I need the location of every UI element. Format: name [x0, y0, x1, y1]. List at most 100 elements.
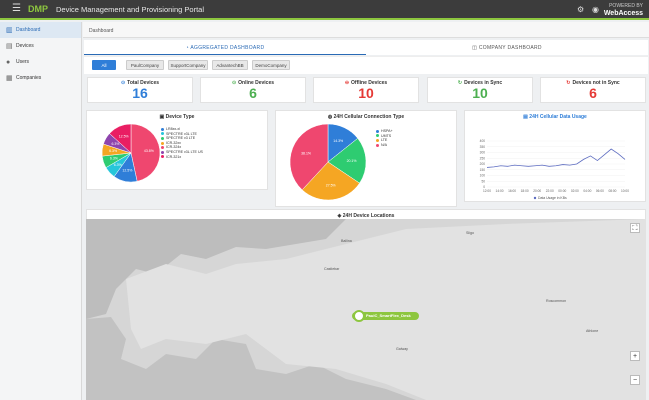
powered-by-brand: WebAccess: [603, 10, 643, 17]
legend-dot: [376, 134, 379, 138]
map-place-label: Roscommon: [546, 299, 567, 303]
sea-south: [86, 317, 416, 400]
legend-item[interactable]: SPECTRE v3 LTE: [161, 136, 203, 141]
y-tick-label: 350: [480, 145, 486, 149]
database-icon: ▤: [523, 114, 530, 120]
pie-slice-label: 6.3%: [110, 157, 118, 161]
fullscreen-button[interactable]: ⛶: [630, 223, 640, 233]
stat-offline-devices: ⊖ Offline Devices 10: [313, 77, 419, 103]
pie-slice-label: 14.3%: [333, 139, 343, 143]
map-place-label: Ballina: [341, 239, 352, 243]
sidebar: ▥ Dashboard ▤ Devices ● Users ▦ Companies: [0, 22, 82, 400]
legend-label: N/A: [381, 142, 387, 147]
printer-icon: ▣: [159, 114, 166, 120]
legend-item[interactable]: ICR-321x: [161, 155, 203, 160]
powered-by-label: POWERED BY: [609, 3, 643, 9]
tab-company-dashboard[interactable]: ◫ COMPANY DASHBOARD: [366, 40, 648, 55]
data-usage-title: ▤ 24H Cellular Data Usage: [465, 114, 645, 120]
legend-item[interactable]: N/A: [376, 143, 393, 148]
legend-item[interactable]: ICR-324x: [161, 145, 203, 150]
y-tick-label: 250: [480, 156, 486, 160]
sidebar-item-companies[interactable]: ▦ Companies: [0, 70, 81, 86]
user-icon[interactable]: ◉: [592, 5, 599, 14]
legend-label: ICR-324x: [166, 145, 182, 150]
legend-label: ICR-321x: [166, 154, 182, 159]
stat-label: Offline Devices: [351, 80, 388, 86]
legend-item[interactable]: UMTS: [376, 134, 393, 139]
pie-slice[interactable]: [327, 137, 367, 184]
legend-item[interactable]: SPECTRE v3L LTE US: [161, 150, 203, 155]
filter-supportcompany-button[interactable]: SupportCompany: [168, 60, 208, 70]
x-tick-label: 16:00: [508, 189, 516, 193]
filter-all-button[interactable]: All: [92, 60, 116, 70]
pie-slice[interactable]: [301, 161, 360, 201]
legend-dot: [161, 132, 164, 136]
pie-slice-label: 27.5%: [326, 183, 336, 187]
pie-slice-label: 20.1%: [347, 159, 357, 163]
tab-label: COMPANY DASHBOARD: [478, 45, 542, 51]
legend-dot: [161, 141, 164, 145]
filter-democompany-button[interactable]: DemoCompany: [252, 60, 290, 70]
device-marker-pin[interactable]: [353, 310, 365, 322]
pie-slice-label: 12.5%: [122, 169, 132, 173]
legend-item[interactable]: LTE: [376, 138, 393, 143]
stat-devices-in-sync: ↻ Devices in Sync 10: [427, 77, 533, 103]
legend-item[interactable]: SPECTRE v3L LTE: [161, 132, 203, 137]
sync-icon: ↻: [457, 80, 463, 86]
sidebar-item-devices[interactable]: ▤ Devices: [0, 38, 81, 54]
legend-dot: [161, 136, 164, 140]
y-tick-label: 100: [480, 174, 486, 178]
x-tick-label: 02:00: [571, 189, 579, 193]
stat-value: 6: [589, 85, 597, 101]
menu-icon[interactable]: ☰: [12, 3, 21, 14]
pie-slice[interactable]: [109, 123, 132, 154]
x-tick-label: 04:00: [583, 189, 591, 193]
zoom-out-button[interactable]: −: [630, 375, 640, 385]
sidebar-item-label: Dashboard: [16, 27, 41, 33]
device-type-panel: ▣ Device Type 43.8% 12.5% 6.3% 6.3% 6.3% 6.3%…: [86, 110, 268, 190]
gear-icon[interactable]: ⚙: [577, 5, 585, 14]
legend-label: HSPA+: [381, 129, 393, 133]
pie-slice[interactable]: [289, 123, 329, 191]
sidebar-item-users[interactable]: ● Users: [0, 54, 81, 70]
device-locations-title: ◈ 24H Device Locations: [87, 213, 645, 219]
legend-label: LR8xx-xl: [166, 127, 180, 131]
stat-devices-not-in-sync: ↻ Devices not in Sync 6: [540, 77, 646, 103]
legend-label: SPECTRE v3L LTE: [166, 131, 197, 136]
sidebar-item-dashboard[interactable]: ▥ Dashboard: [0, 22, 81, 38]
legend-item[interactable]: HSPA+: [376, 129, 393, 134]
device-type-title: ▣ Device Type: [87, 114, 267, 120]
filter-advantechbb-button[interactable]: AdvantechBB: [212, 60, 248, 70]
device-marker-label[interactable]: PaulC_SmartFlex_Desk: [352, 312, 419, 320]
pie-slice-label: 6.3%: [109, 149, 117, 153]
pie-slice[interactable]: [130, 123, 161, 182]
legend-dot: [161, 155, 164, 159]
land-mass: [126, 219, 646, 400]
data-usage-title-text: 24H Cellular Data Usage: [529, 114, 587, 120]
data-usage-line[interactable]: [486, 148, 626, 168]
legend-dot: [161, 146, 164, 150]
legend-label: SPECTRE v3L LTE US: [166, 149, 203, 154]
chart-icon: ▥: [6, 27, 13, 34]
map-place-label: Sligo: [466, 231, 474, 235]
building-icon: ▦: [6, 75, 13, 82]
stat-value: 10: [472, 85, 488, 101]
filter-paulcompany-button[interactable]: PaulCompany: [126, 60, 164, 70]
portal-title: Device Management and Provisioning Porta…: [56, 4, 204, 14]
x-tick-label: 08:00: [608, 189, 616, 193]
dashboard-tabs: ◔ AGGREGATED DASHBOARD ◫ COMPANY DASHBOA…: [84, 40, 648, 55]
connection-type-legend: HSPA+ UMTS LTE N/A: [376, 129, 393, 147]
device-icon: ▤: [6, 43, 13, 50]
legend-label[interactable]: Data Usage in KBs: [538, 196, 567, 200]
x-tick-label: 12:00: [483, 189, 491, 193]
legend-dot: [533, 196, 537, 200]
device-location-map[interactable]: Castlebar Ballina Sligo Galway Athlone R…: [86, 219, 646, 400]
device-type-legend: LR8xx-xl SPECTRE v3L LTE SPECTRE v3 LTE …: [161, 127, 203, 159]
tab-aggregated-dashboard[interactable]: ◔ AGGREGATED DASHBOARD: [84, 40, 366, 55]
legend-item[interactable]: ICR-32xx: [161, 141, 203, 146]
zoom-in-button[interactable]: +: [630, 351, 640, 361]
legend-item[interactable]: LR8xx-xl: [161, 127, 203, 132]
sea-north: [86, 219, 346, 319]
device-locations-title-text: 24H Device Locations: [342, 213, 395, 219]
